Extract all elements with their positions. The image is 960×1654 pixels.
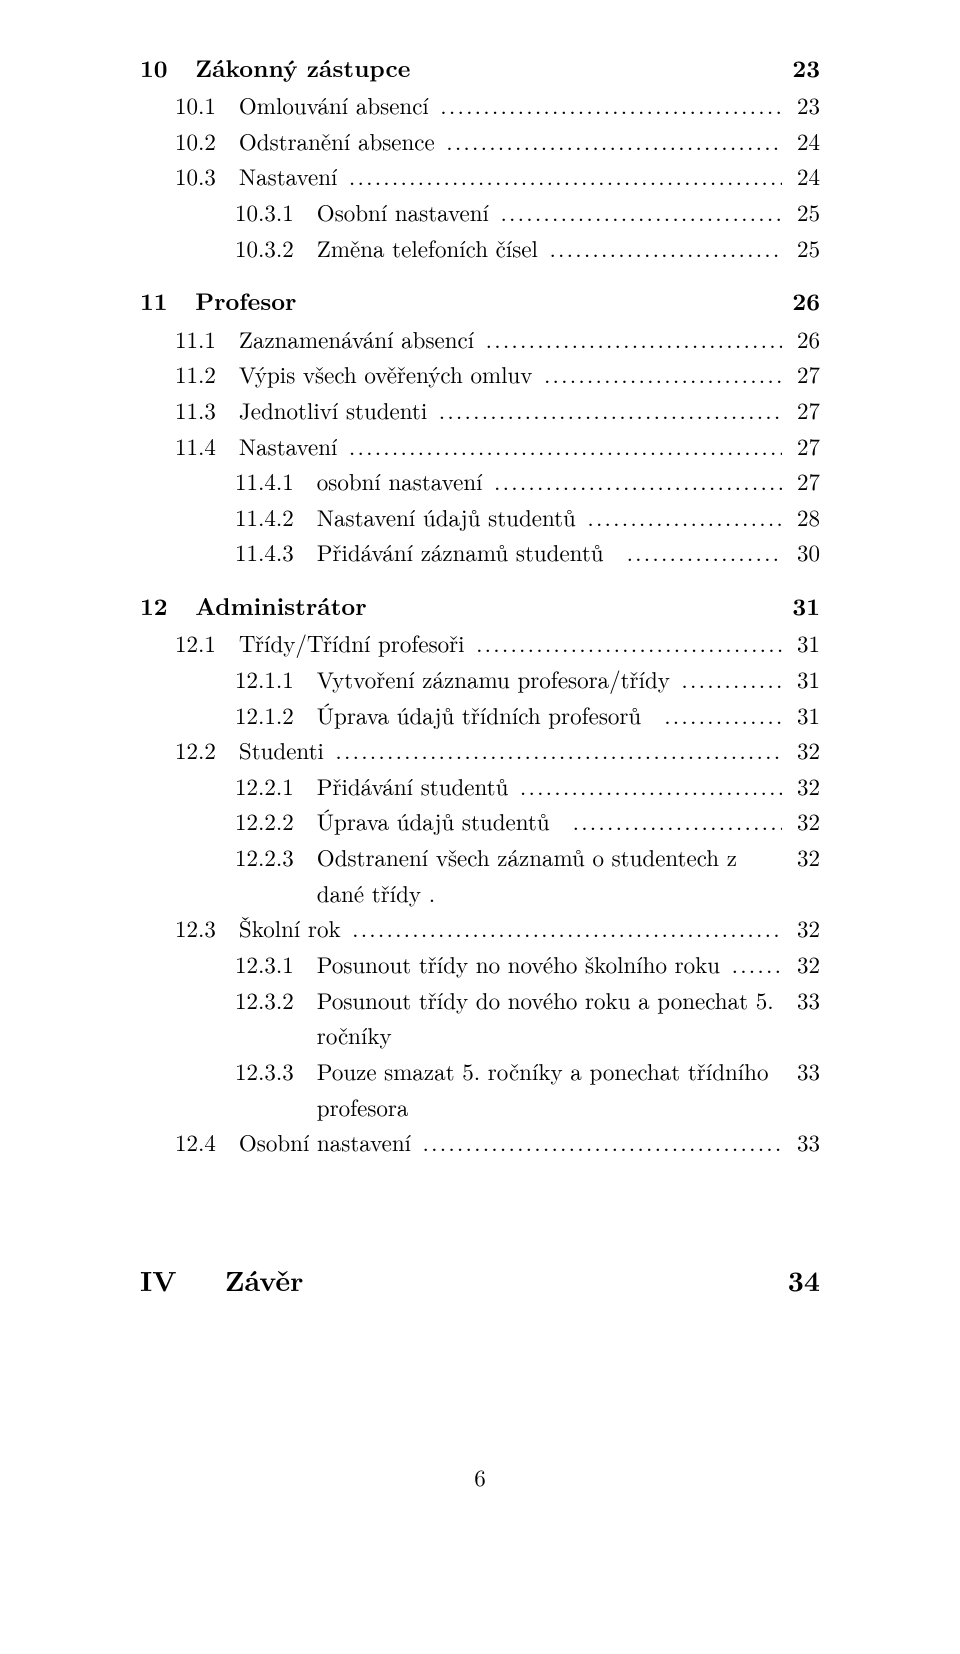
toc-entry: 11.4 Nastavení 27 <box>140 428 820 464</box>
toc-part-iv: IV Závěr 34 <box>140 1260 820 1300</box>
toc-subentry: 12.3.1 Posunout třídy no nového školního… <box>140 946 820 982</box>
toc-num: 10.1 <box>175 87 216 123</box>
toc-subentry: 12.1.2 Úprava údajů třídních profesorů 3… <box>140 697 820 733</box>
toc-page: 23 <box>786 50 820 87</box>
toc-entry: 12.1 Třídy/Třídní profesoři 31 <box>140 625 820 661</box>
part-num: IV <box>140 1260 177 1300</box>
spacer <box>140 1160 820 1210</box>
page-number-footer: 6 <box>0 1460 960 1493</box>
part-page: 34 <box>786 1260 820 1300</box>
toc-subentry: 12.1.1 Vytvoření záznamu profesora/třídy… <box>140 661 820 697</box>
toc-subentry: 11.4.1 osobní nastavení 27 <box>140 463 820 499</box>
toc-subentry: 12.2.2 Úprava údajů studentů 32 <box>140 803 820 839</box>
toc-subentry: 12.3.3 Pouze smazat 5. ročníky a ponecha… <box>140 1053 820 1124</box>
toc-subentry: 12.2.3 Odstranení všech záznamů o studen… <box>140 839 820 910</box>
toc-section-10: 10 Zákonný zástupce 23 <box>140 50 820 87</box>
toc-num: 10 <box>140 50 168 87</box>
toc-subentry: 11.4.3 Přidávání záznamů studentů 30 <box>140 534 820 570</box>
toc-section-12: 12 Administrátor 31 <box>140 588 820 625</box>
toc-subentry: 12.2.1 Přidávání studentů 32 <box>140 768 820 804</box>
toc-subentry: 10.3.1 Osobní nastavení 25 <box>140 194 820 230</box>
toc-entry: 10.2 Odstranění absence 24 <box>140 123 820 159</box>
toc-dots <box>440 87 782 123</box>
toc-content: 10 Zákonný zástupce 23 10.1 Omlouvání ab… <box>140 50 820 1300</box>
page-number: 6 <box>474 1460 486 1493</box>
toc-page: 23 <box>786 87 820 123</box>
toc-section-11: 11 Profesor 26 <box>140 283 820 320</box>
toc-entry: 11.1 Zaznamenávání absencí 26 <box>140 321 820 357</box>
toc-entry: 12.2 Studenti 32 <box>140 732 820 768</box>
toc-subentry: 11.4.2 Nastavení údajů studentů 28 <box>140 499 820 535</box>
toc-entry: 11.2 Výpis všech ověřených omluv 27 <box>140 356 820 392</box>
part-title: Závěr <box>225 1260 304 1300</box>
toc-entry: 10.3 Nastavení 24 <box>140 158 820 194</box>
spacer <box>140 570 820 588</box>
toc-title: Zákonný zástupce <box>195 50 410 87</box>
spacer <box>140 265 820 283</box>
toc-entry: 11.3 Jednotliví studenti 27 <box>140 392 820 428</box>
toc-subentry: 10.3.2 Změna telefoních čísel 25 <box>140 230 820 266</box>
toc-entry: 12.4 Osobní nastavení 33 <box>140 1124 820 1160</box>
toc-entry: 12.3 Školní rok 32 <box>140 910 820 946</box>
toc-space <box>168 50 196 87</box>
toc-entry: 10.1 Omlouvání absencí 23 <box>140 87 820 123</box>
toc-title: Omlouvání absencí <box>239 87 429 123</box>
toc-subentry: 12.3.2 Posunout třídy do nového roku a p… <box>140 982 820 1053</box>
